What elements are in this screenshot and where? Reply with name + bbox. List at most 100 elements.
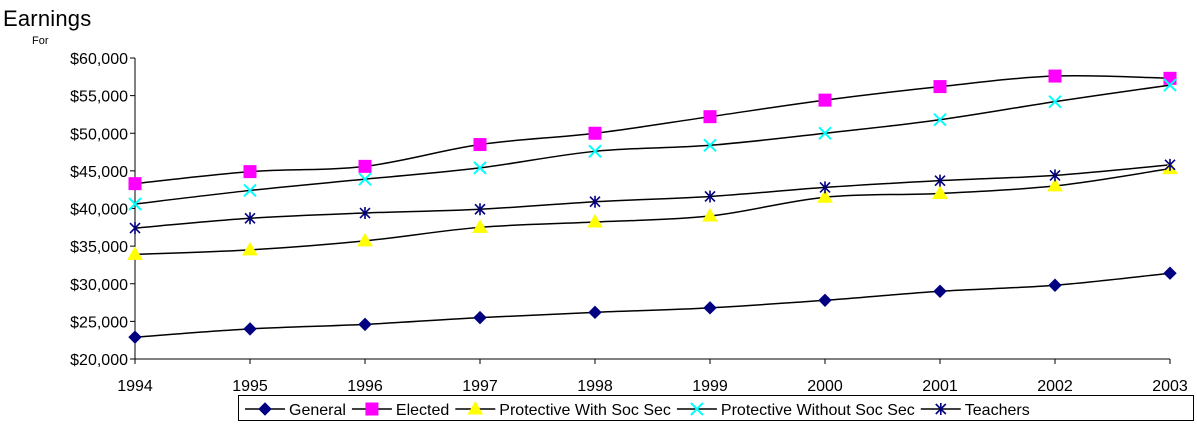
x-tick-label: 2000 — [807, 378, 843, 395]
x-tick-label: 1997 — [462, 378, 498, 395]
series-points-protective-without-soc-sec — [128, 78, 1177, 211]
data-point-teachers — [359, 207, 371, 220]
data-point-protective-without-soc-sec — [818, 126, 832, 140]
x-tick-label: 1998 — [577, 378, 613, 395]
data-point-general — [703, 301, 717, 315]
x-tick-label: 1994 — [117, 378, 153, 395]
chart-title: Earnings — [3, 6, 92, 31]
data-point-teachers — [1049, 169, 1061, 182]
data-point-protective-with-soc-sec — [587, 214, 603, 228]
data-point-elected — [1163, 71, 1177, 85]
legend-label-protective-without-soc-sec: Protective Without Soc Sec — [721, 402, 915, 419]
data-point-elected — [1048, 69, 1062, 83]
data-point-general — [128, 330, 142, 344]
y-tick-label: $60,000 — [70, 51, 128, 68]
data-point-general — [933, 284, 947, 298]
x-tick-label: 2002 — [1037, 378, 1073, 395]
data-point-protective-with-soc-sec — [127, 246, 143, 260]
series-markers — [127, 69, 1178, 344]
legend-item-teachers: Teachers — [920, 402, 1030, 419]
data-point-protective-without-soc-sec — [358, 172, 372, 186]
data-point-general — [588, 305, 602, 320]
series-lines — [134, 74, 1171, 338]
data-point-protective-without-soc-sec — [128, 197, 142, 211]
data-point-protective-without-soc-sec — [703, 138, 717, 152]
y-tick-label: $30,000 — [70, 277, 128, 294]
data-point-protective-without-soc-sec — [1163, 78, 1177, 92]
data-point-elected — [128, 177, 142, 191]
series-points-general — [128, 266, 1177, 344]
chart-subtitle: For — [32, 35, 49, 47]
series-points-teachers — [129, 158, 1176, 235]
data-point-elected — [818, 93, 832, 107]
legend-item-protective-without-soc-sec: Protective Without Soc Sec — [676, 402, 915, 419]
x-tick-label: 1996 — [347, 378, 383, 395]
data-point-general — [818, 293, 832, 308]
data-point-general — [358, 317, 372, 332]
series-points-elected — [128, 69, 1177, 191]
data-point-teachers — [934, 174, 946, 187]
x-tick-label: 2001 — [922, 378, 958, 395]
x-tick-label: 2003 — [1152, 378, 1188, 395]
data-point-protective-without-soc-sec — [588, 144, 602, 159]
series-line-general — [134, 272, 1171, 338]
legend-item-general: General — [245, 402, 346, 419]
data-point-elected — [933, 80, 947, 94]
data-point-protective-with-soc-sec — [242, 241, 258, 256]
data-point-elected — [473, 138, 487, 152]
data-point-elected — [358, 159, 372, 173]
data-point-elected — [588, 126, 602, 140]
legend-label-elected: Elected — [396, 402, 449, 419]
data-point-teachers — [129, 222, 141, 235]
data-point-protective-with-soc-sec — [702, 208, 718, 222]
series-line-protective-with-soc-sec — [134, 167, 1171, 256]
data-point-elected — [703, 110, 717, 124]
legend-marker-teachers — [935, 403, 947, 415]
data-point-protective-without-soc-sec — [243, 183, 257, 198]
data-point-protective-with-soc-sec — [817, 189, 833, 203]
x-tick-label: 1999 — [692, 378, 728, 395]
data-point-protective-without-soc-sec — [1048, 94, 1062, 109]
data-point-teachers — [704, 190, 716, 203]
series-line-protective-without-soc-sec — [134, 84, 1171, 205]
y-tick-label: $20,000 — [70, 352, 128, 369]
series-line-elected — [134, 74, 1171, 185]
axes: $20,000 $25,000 $30,000 $35,000 $40,000 $45,0… — [70, 51, 1188, 395]
y-tick-label: $25,000 — [70, 314, 128, 331]
data-point-elected — [243, 165, 257, 179]
legend-label-general: General — [289, 402, 346, 419]
legend-item-elected: Elected — [351, 402, 449, 419]
data-point-protective-with-soc-sec — [932, 185, 948, 199]
y-tick-label: $45,000 — [70, 164, 128, 181]
data-point-protective-with-soc-sec — [472, 219, 488, 233]
y-tick-label: $40,000 — [70, 202, 128, 219]
series-line-teachers — [134, 164, 1171, 229]
data-point-protective-with-soc-sec — [1047, 177, 1063, 192]
data-point-general — [473, 310, 487, 325]
data-point-general — [243, 322, 257, 336]
data-point-protective-with-soc-sec — [357, 232, 373, 247]
series-points-protective-with-soc-sec — [127, 160, 1178, 260]
legend-item-protective-with-soc-sec: Protective With Soc Sec — [455, 401, 671, 419]
y-tick-label: $55,000 — [70, 89, 128, 106]
legend: General Elected Protective With Soc Sec Pro… — [238, 395, 1194, 421]
data-point-protective-without-soc-sec — [473, 161, 487, 175]
y-tick-label: $50,000 — [70, 126, 128, 143]
data-point-teachers — [1164, 158, 1176, 171]
data-point-teachers — [589, 195, 601, 208]
data-point-teachers — [474, 203, 486, 216]
data-point-teachers — [244, 212, 256, 225]
x-tick-label: 1995 — [232, 378, 268, 395]
data-point-teachers — [819, 181, 831, 194]
data-point-protective-without-soc-sec — [933, 112, 947, 127]
legend-marker-elected — [365, 402, 379, 416]
legend-label-protective-with-soc-sec: Protective With Soc Sec — [499, 402, 671, 419]
data-point-general — [1163, 266, 1177, 280]
legend-marker-general — [258, 402, 272, 416]
legend-label-teachers: Teachers — [965, 402, 1030, 419]
legend-marker-protective-with-soc-sec — [467, 401, 484, 415]
y-tick-label: $35,000 — [70, 239, 128, 256]
data-point-general — [1048, 278, 1062, 292]
legend-marker-protective-without-soc-sec — [690, 402, 704, 416]
